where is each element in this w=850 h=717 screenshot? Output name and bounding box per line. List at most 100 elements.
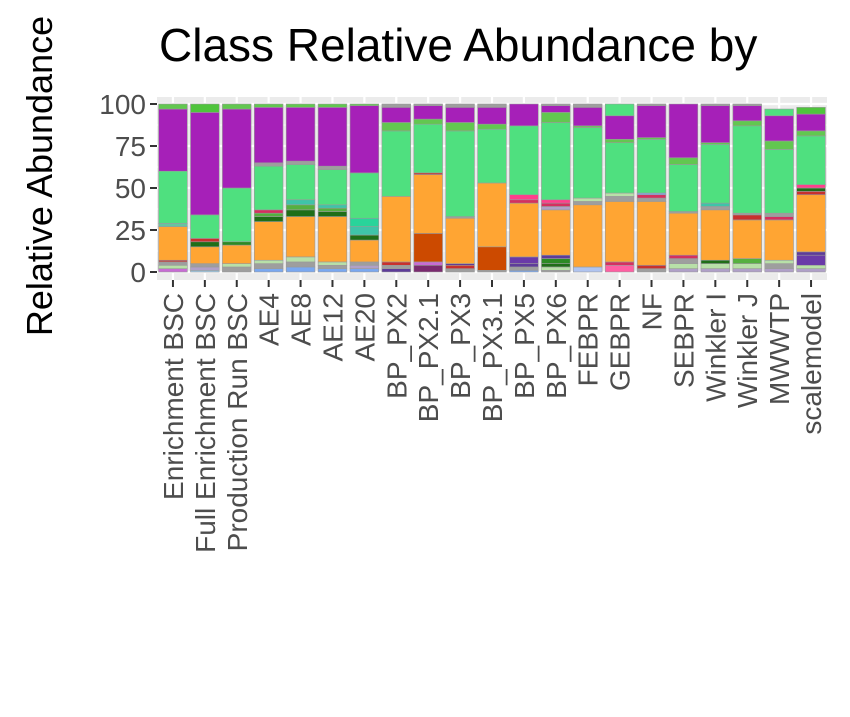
bar-segment (285, 256, 316, 263)
bar-segment (158, 108, 188, 172)
bar-segment (349, 239, 380, 263)
bar-segment (796, 194, 826, 253)
x-tick-label: GEBPR (605, 293, 636, 391)
bar-segment (604, 138, 635, 143)
bar-segment (413, 233, 443, 263)
bar-segment (732, 105, 762, 122)
bar-segment (604, 196, 635, 202)
bar-segment (445, 103, 475, 108)
bar-segment (764, 268, 794, 273)
bar-segment (573, 103, 603, 108)
bar-segment (796, 191, 826, 196)
bar-segment (541, 263, 571, 268)
bar-segment (190, 246, 220, 264)
bar-segment (413, 123, 443, 174)
bar-segment (190, 238, 220, 243)
bar-segment (381, 264, 411, 269)
bar-segment (700, 259, 730, 264)
bar-segment (700, 206, 730, 211)
bar-segment (668, 263, 699, 269)
bar-segment (285, 199, 316, 206)
bar-segment (636, 197, 667, 202)
x-tick-label: AE4 (254, 293, 285, 346)
bar-stack (541, 103, 571, 273)
bar-segment (158, 268, 188, 273)
bar-stack (413, 103, 443, 273)
bar-segment (732, 219, 762, 259)
x-tick-label: AE12 (318, 293, 349, 362)
bar-segment (285, 261, 316, 268)
bar-segment (381, 261, 411, 266)
bars (158, 103, 826, 273)
bar-segment (317, 216, 348, 263)
bar-segment (477, 123, 507, 130)
x-tick-label: Enrichment BSC (158, 293, 189, 500)
bar-stack (796, 107, 826, 273)
bar-segment (349, 105, 380, 174)
y-axis: 0 25 50 75 100 (99, 89, 157, 288)
bar-stack (732, 103, 762, 273)
bar-segment (796, 254, 826, 266)
bar-segment (796, 264, 826, 269)
bar-segment (636, 201, 667, 266)
bar-segment (796, 113, 826, 132)
bar-stack (158, 103, 188, 273)
bar-segment (158, 264, 188, 269)
bar-segment (732, 103, 762, 106)
bar-stack (509, 103, 539, 273)
x-tick-label: SEBPR (668, 293, 699, 388)
bar-segment (700, 202, 730, 207)
bar-segment (222, 187, 252, 243)
bar-segment (285, 164, 316, 201)
bar-segment (254, 221, 284, 261)
bar-segment (222, 266, 252, 273)
bar-segment (254, 268, 284, 273)
bar-segment (477, 182, 507, 248)
bar-segment (413, 105, 443, 120)
bar-stack (254, 103, 284, 273)
bar-segment (285, 209, 316, 217)
bar-segment (317, 204, 348, 209)
y-tick-label: 75 (115, 131, 146, 162)
bar-stack (604, 103, 635, 273)
bar-segment (317, 211, 348, 217)
bar-segment (222, 263, 252, 268)
bar-segment (222, 244, 252, 264)
bar-segment (445, 130, 475, 217)
bar-segment (381, 107, 411, 123)
bar-segment (541, 105, 571, 113)
bar-segment (668, 164, 699, 212)
bar-segment (285, 216, 316, 258)
bar-stack (764, 108, 794, 273)
bar-segment (413, 174, 443, 234)
bar-segment (796, 130, 826, 137)
bar-segment (732, 120, 762, 127)
bar-segment (254, 263, 284, 269)
bar-segment (668, 103, 699, 159)
bar-stack (285, 103, 316, 273)
x-tick-label: AE20 (349, 293, 380, 362)
x-tick-label: BP_PX6 (541, 293, 572, 399)
bar-segment (668, 268, 699, 273)
bar-segment (541, 209, 571, 256)
bar-segment (604, 201, 635, 263)
bar-segment (541, 112, 571, 123)
bar-stack (222, 103, 252, 273)
bar-segment (509, 256, 539, 264)
bar-stack (381, 103, 411, 273)
bar-segment (541, 266, 571, 271)
bar-segment (349, 226, 380, 236)
bar-segment (445, 268, 475, 273)
bar-segment (509, 194, 539, 201)
bar-stack (573, 103, 603, 273)
bar-segment (509, 266, 539, 271)
bar-segment (636, 194, 667, 199)
bar-segment (700, 268, 730, 273)
bar-segment (700, 103, 730, 106)
bar-segment (700, 209, 730, 261)
bar-segment (573, 197, 603, 202)
bar-segment (796, 107, 826, 115)
bar-segment (732, 214, 762, 221)
bar-segment (541, 258, 571, 264)
x-tick-label: MWWTP (764, 293, 795, 405)
